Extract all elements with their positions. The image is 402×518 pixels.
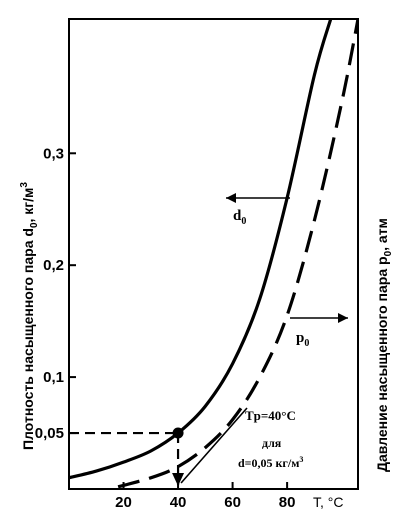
marker-point <box>172 427 184 439</box>
annotation-layer: d0 p0 Tp=40°C для d=0,05 кг/м3 <box>69 193 348 486</box>
x-tick-label: 40 <box>170 494 187 511</box>
y-tick-label: 0,05 <box>35 425 64 442</box>
d-value-note: d=0,05 кг/м3 <box>238 455 303 470</box>
series-layer <box>69 19 358 489</box>
y-axis-label-left: Плотность насыщенного пара d0, кг/м3 <box>19 182 40 450</box>
tp-note: Tp=40°C <box>245 408 296 423</box>
p0-arrowhead <box>338 313 348 323</box>
plot-frame <box>68 18 359 490</box>
dlya-note: для <box>262 436 282 450</box>
y-tick-label: 0,2 <box>43 257 64 274</box>
x-tick-label: 80 <box>279 494 296 511</box>
y-axis-label-right: Давление насыщенного пара p0, атм <box>374 218 394 472</box>
guide-arrowhead <box>172 473 185 486</box>
d0-label: d0 <box>233 208 246 227</box>
series-line-d0 <box>69 19 333 480</box>
series-line-p0 <box>117 19 358 489</box>
x-axis-label: T, °C <box>313 494 344 510</box>
d0-arrowhead <box>226 193 236 203</box>
note-pointer <box>180 407 248 484</box>
y-tick-label: 0,1 <box>43 369 64 386</box>
x-tick-label: 20 <box>115 494 132 511</box>
x-tick-label: 60 <box>224 494 241 511</box>
p0-label: p0 <box>296 330 309 349</box>
y-tick-label: 0,3 <box>43 145 64 162</box>
